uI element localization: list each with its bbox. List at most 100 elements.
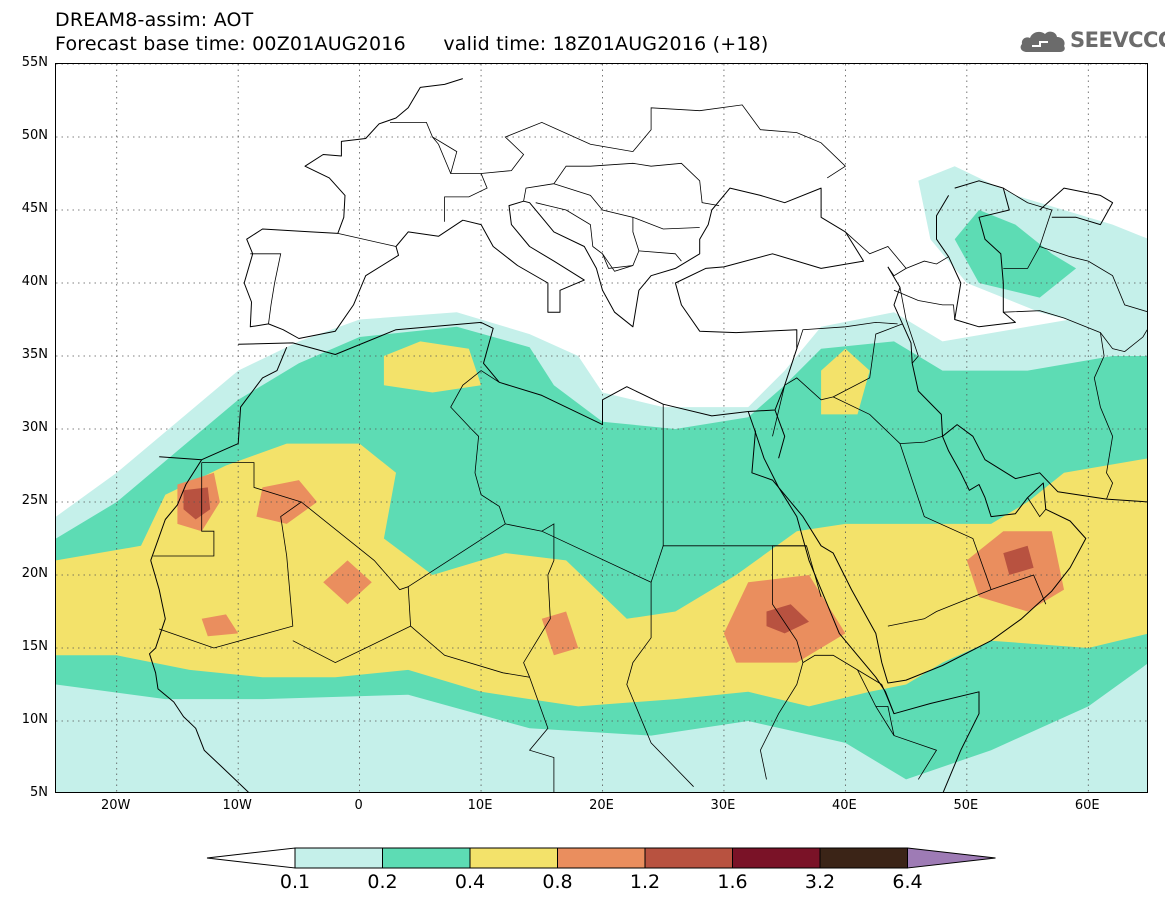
aot-region-level-3 — [821, 348, 870, 415]
colorbar-swatch — [382, 847, 471, 869]
colorbar-swatch — [469, 847, 558, 869]
country-border — [796, 321, 898, 349]
longitude-tick-label: 60E — [1074, 798, 1100, 813]
longitude-tick-label: 20W — [101, 798, 131, 813]
aot-map — [56, 64, 1147, 792]
aot-contours — [56, 166, 1147, 792]
country-border — [899, 443, 1047, 605]
aot-region-level-4 — [201, 614, 239, 637]
country-border — [523, 523, 555, 678]
country-border — [410, 625, 555, 792]
latitude-tick-label: 20N — [21, 566, 48, 581]
colorbar-tick-label: 3.2 — [804, 871, 836, 893]
longitude-tick-label: 10W — [222, 798, 252, 813]
colorbar-tick-label: 0.2 — [367, 871, 398, 893]
country-border — [337, 233, 397, 247]
country-border — [802, 654, 883, 685]
map-frame — [55, 63, 1148, 793]
longitude-tick-label: 40E — [831, 798, 857, 813]
country-border — [638, 250, 682, 262]
longitude-tick-label: 20E — [589, 798, 614, 813]
colorbar-swatch — [819, 847, 908, 869]
logo-text: SEEVCCC — [1070, 28, 1165, 52]
colorbar-tick-label: 1.2 — [629, 871, 661, 893]
coastline — [238, 78, 865, 426]
longitude-tick-label: 0 — [354, 798, 363, 813]
longitude-tick-label: 10E — [467, 798, 493, 813]
latitude-tick-label: 25N — [21, 493, 48, 508]
cloud-icon — [1020, 31, 1065, 52]
country-border — [662, 404, 822, 598]
coastline — [150, 459, 203, 561]
country-border — [444, 173, 488, 222]
colorbar-tick-label: 0.8 — [542, 871, 573, 893]
colorbar-tick-label: 1.6 — [717, 871, 748, 893]
country-border — [1027, 497, 1047, 518]
country-border — [881, 684, 895, 714]
colorbar-swatch — [644, 847, 733, 869]
coastline — [774, 409, 786, 459]
longitude-tick-label: 30E — [710, 798, 736, 813]
coastline — [1039, 187, 1114, 226]
latitude-tick-label: 10N — [21, 712, 48, 727]
aot-region-level-5 — [183, 487, 211, 520]
colorbar-left-arrow — [206, 847, 296, 869]
aot-region-level-3 — [383, 341, 482, 393]
colorbar-tick-label: 6.4 — [892, 871, 923, 893]
latitude-tick-label: 35N — [21, 347, 48, 362]
aot-region-level-2 — [954, 210, 1077, 298]
country-border — [650, 545, 664, 583]
country-border — [1093, 332, 1114, 500]
colorbar-swatch — [557, 847, 646, 869]
latitude-tick-label: 45N — [21, 201, 48, 216]
colorbar-right-arrow — [907, 847, 996, 869]
latitude-tick-label: 40N — [21, 274, 48, 289]
country-border — [390, 104, 847, 179]
coastline — [747, 411, 980, 792]
coastline — [887, 266, 943, 437]
graticule — [56, 64, 1147, 792]
country-border — [407, 523, 694, 787]
country-border — [833, 323, 903, 398]
country-border — [887, 589, 992, 627]
country-border — [432, 136, 452, 174]
country-border — [887, 266, 907, 277]
seevccc-logo: SEEVCCC — [1018, 26, 1165, 56]
coastline — [149, 560, 249, 792]
latitude-tick-label: 55N — [21, 55, 48, 70]
longitude-tick-label: 50E — [953, 798, 979, 813]
country-border — [893, 289, 956, 320]
country-border — [450, 370, 506, 525]
country-border — [1003, 310, 1147, 353]
country-border — [857, 669, 895, 736]
chart-subtitle-times: Forecast base time: 00Z01AUG2016 valid t… — [55, 33, 769, 55]
colorbar — [206, 847, 996, 869]
latitude-tick-label: 50N — [21, 128, 48, 143]
country-border — [250, 253, 282, 324]
country-border — [1003, 246, 1041, 269]
country-border — [523, 162, 720, 206]
country-border — [153, 462, 215, 557]
chart-title: DREAM8-assim: AOT — [55, 9, 254, 31]
coastlines-and-borders — [149, 78, 1147, 792]
colorbar-swatch — [294, 847, 383, 869]
colorbar-tick-label: 0.4 — [454, 871, 486, 893]
coastline — [936, 180, 1016, 328]
latitude-tick-label: 15N — [21, 639, 48, 654]
country-border — [632, 216, 700, 230]
country-border — [535, 183, 640, 272]
colorbar-tick-label: 0.1 — [279, 871, 311, 893]
country-border — [875, 706, 938, 780]
aot-region-level-3 — [56, 443, 1147, 707]
country-border — [602, 253, 633, 269]
aot-region-level-4 — [541, 611, 579, 656]
latitude-tick-label: 30N — [21, 420, 48, 435]
colorbar-swatch — [732, 847, 821, 869]
coastline — [751, 424, 1147, 684]
country-border — [159, 462, 303, 649]
country-border — [1003, 187, 1147, 313]
latitude-tick-label: 5N — [30, 785, 48, 800]
country-border — [292, 501, 412, 664]
country-border — [899, 287, 919, 364]
aot-region-level-5 — [1003, 545, 1034, 575]
